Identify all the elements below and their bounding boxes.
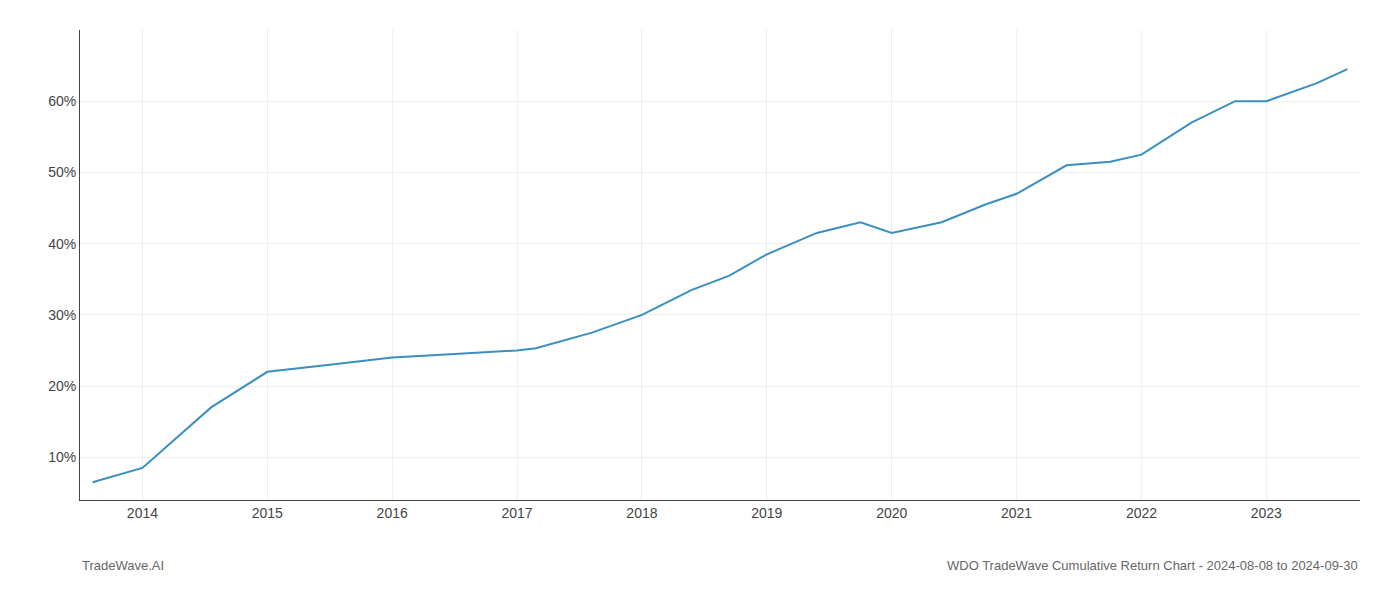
svg-text:2023: 2023 [1251,505,1282,521]
svg-text:2022: 2022 [1126,505,1157,521]
svg-text:WDO TradeWave Cumulative Retur: WDO TradeWave Cumulative Return Chart - … [947,558,1358,573]
svg-text:40%: 40% [48,236,76,252]
svg-text:2014: 2014 [127,505,158,521]
svg-text:2021: 2021 [1001,505,1032,521]
svg-text:TradeWave.AI: TradeWave.AI [82,558,164,573]
svg-text:20%: 20% [48,378,76,394]
svg-text:2018: 2018 [626,505,657,521]
svg-text:10%: 10% [48,449,76,465]
svg-text:50%: 50% [48,164,76,180]
svg-text:2015: 2015 [252,505,283,521]
svg-text:60%: 60% [48,93,76,109]
svg-text:2020: 2020 [876,505,907,521]
svg-text:2017: 2017 [501,505,532,521]
svg-text:30%: 30% [48,307,76,323]
svg-text:2019: 2019 [751,505,782,521]
svg-text:2016: 2016 [377,505,408,521]
